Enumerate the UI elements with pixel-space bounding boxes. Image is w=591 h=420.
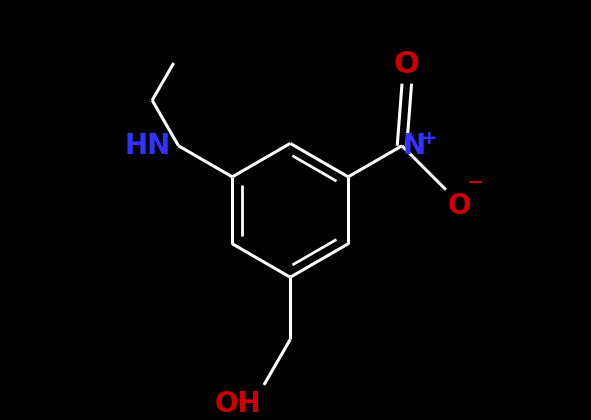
Text: OH: OH [215, 390, 261, 418]
Text: HN: HN [125, 132, 171, 160]
Text: −: − [467, 173, 483, 192]
Text: N: N [402, 132, 425, 160]
Text: +: + [421, 129, 437, 148]
Text: O: O [394, 50, 420, 79]
Text: O: O [448, 192, 472, 220]
